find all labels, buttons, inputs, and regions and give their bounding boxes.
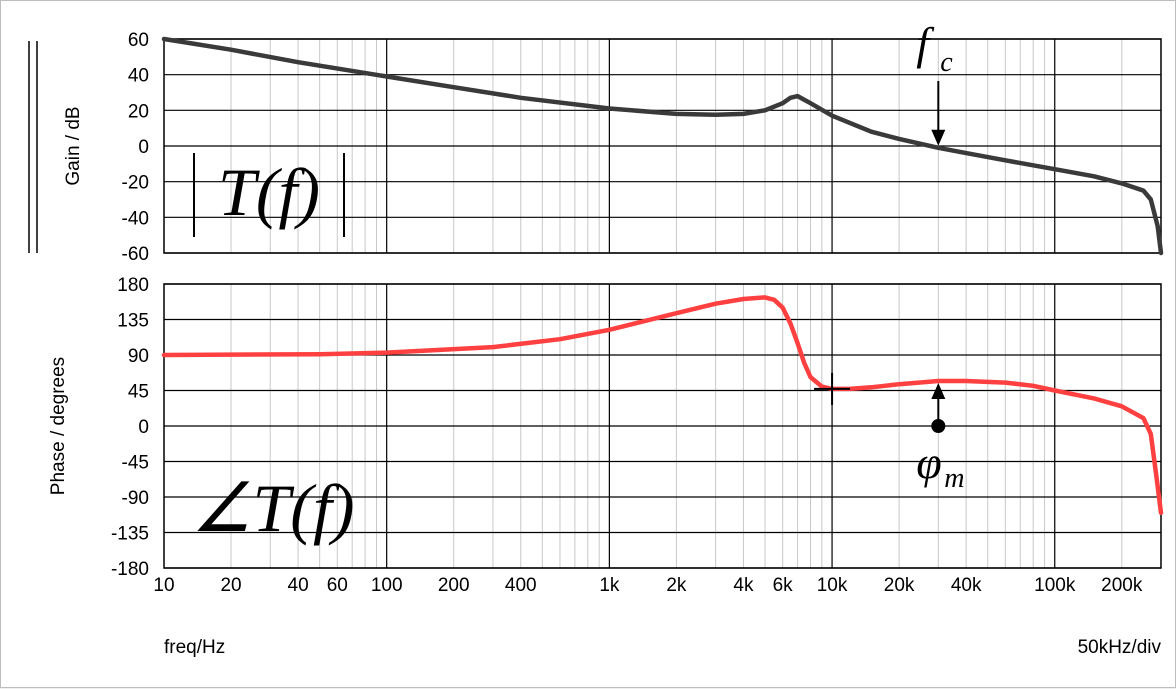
- xtick-label: 10k: [817, 575, 848, 596]
- xtick-label: 20: [220, 575, 241, 596]
- xtick-label: 10: [153, 575, 174, 596]
- gain-ytick-label: 60: [128, 30, 149, 51]
- gain-plot-area: [163, 38, 1162, 254]
- xtick-label: 400: [505, 575, 537, 596]
- phase-ytick-label: 135: [117, 311, 149, 332]
- gain-ylabel: Gain / dB: [63, 106, 84, 185]
- phase-ytick-label: 0: [138, 417, 149, 438]
- xtick-label: 40k: [951, 575, 982, 596]
- div-scale-label: 50kHz/div: [1078, 637, 1162, 658]
- xtick-label: 200: [438, 575, 470, 596]
- gain-ytick-label: 40: [128, 66, 149, 87]
- xtick-label: 1k: [599, 575, 620, 596]
- gain-ytick-label: 0: [138, 137, 149, 158]
- xtick-label: 60: [327, 575, 348, 596]
- phase-ytick-label: -135: [111, 524, 149, 545]
- gain-ytick-label: -20: [122, 173, 149, 194]
- xtick-label: 100k: [1034, 575, 1076, 596]
- xtick-label: 4k: [733, 575, 754, 596]
- xtick-label: 200k: [1101, 575, 1143, 596]
- phase-ytick-label: -180: [111, 559, 149, 580]
- phase-ytick-label: 180: [117, 275, 149, 296]
- gain-ytick-label: -60: [122, 244, 149, 265]
- gain-ytick-label: 20: [128, 101, 149, 122]
- phase-label: ∠T(f): [192, 470, 355, 546]
- crossover-arrow-head: [931, 129, 946, 146]
- phase-ytick-label: -45: [122, 453, 149, 474]
- xtick-label: 40: [288, 575, 309, 596]
- phase-ytick-label: 45: [128, 382, 149, 403]
- gain-ytick-label: -40: [122, 208, 149, 229]
- magnitude-label: T(f): [218, 154, 320, 230]
- x-axis-unit-label: freq/Hz: [164, 637, 225, 658]
- xtick-label: 6k: [773, 575, 794, 596]
- phase-series-line: [161, 295, 1164, 516]
- phase-ylabel: Phase / degrees: [48, 357, 69, 495]
- phase-margin-label: φ: [916, 437, 941, 488]
- crossover-frequency-subscript: c: [940, 47, 953, 78]
- crossover-frequency-label: f: [916, 18, 935, 69]
- xtick-label: 2k: [666, 575, 687, 596]
- xtick-label: 100: [371, 575, 403, 596]
- gain-series-line: [161, 36, 1164, 256]
- phase-margin-arrow-head: [931, 382, 946, 399]
- phase-ytick-label: 90: [128, 346, 149, 367]
- xtick-label: 20k: [884, 575, 915, 596]
- phase-plot-area: [163, 283, 1162, 569]
- phase-ytick-label: -90: [122, 488, 149, 509]
- phase-margin-subscript: m: [944, 463, 964, 494]
